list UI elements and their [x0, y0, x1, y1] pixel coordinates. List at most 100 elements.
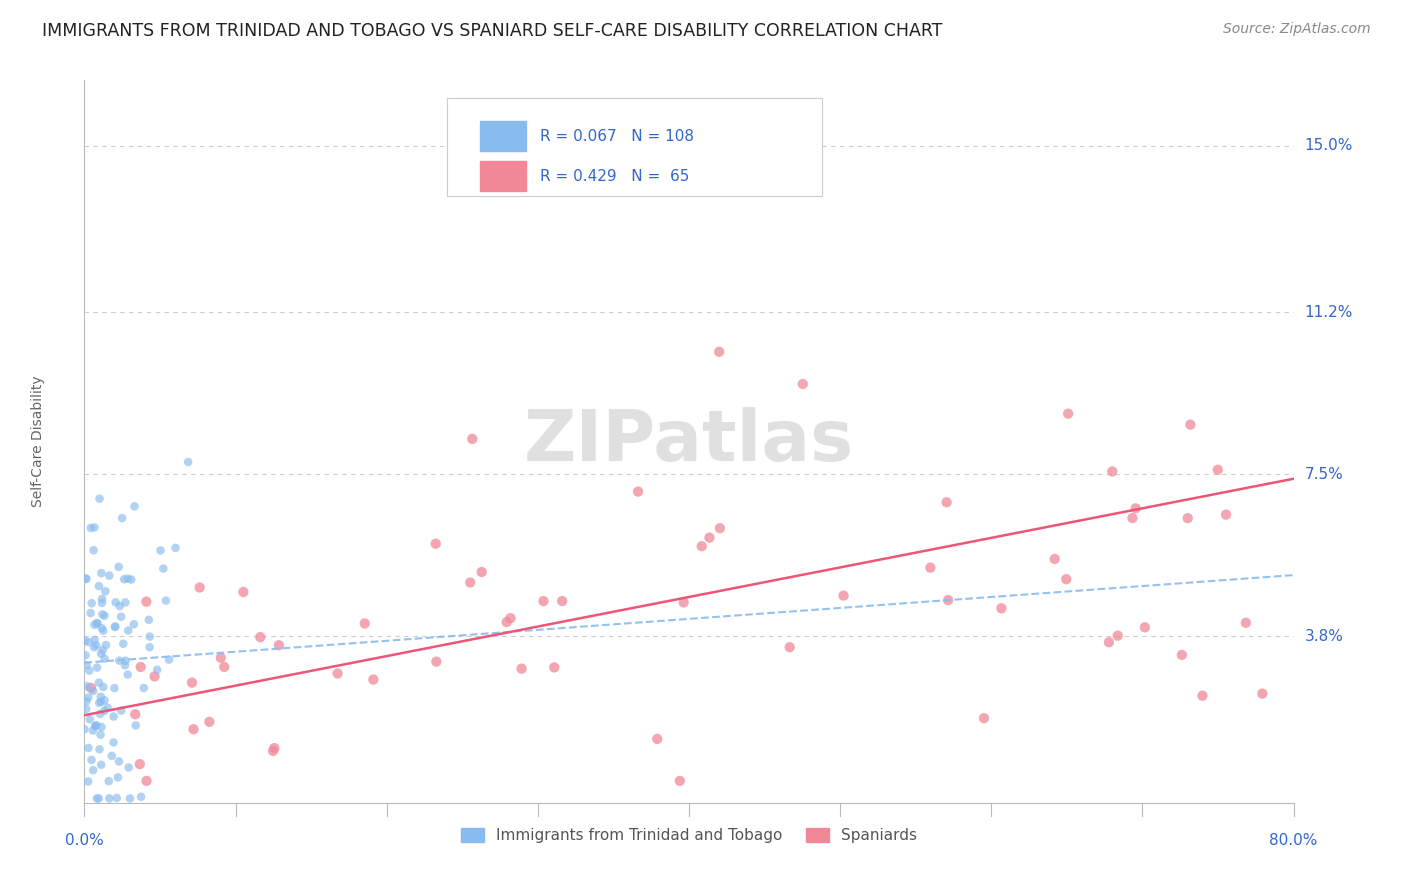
Point	[80, 596, 103, 610]
Point	[80, 681, 103, 695]
Point	[111, 511, 134, 525]
Point	[108, 599, 131, 613]
Point	[97, 774, 120, 789]
Point	[75, 694, 97, 708]
Point	[936, 593, 959, 607]
Point	[326, 666, 349, 681]
Point	[80, 521, 103, 535]
Point	[1180, 417, 1202, 432]
Point	[510, 662, 533, 676]
Point	[79, 712, 101, 726]
Point	[89, 696, 111, 710]
Point	[75, 648, 97, 663]
Point	[1251, 687, 1274, 701]
Point	[93, 651, 115, 665]
Point	[990, 601, 1012, 615]
Point	[104, 620, 127, 634]
Point	[973, 711, 995, 725]
Point	[1171, 648, 1194, 662]
Text: 15.0%: 15.0%	[1305, 138, 1353, 153]
Point	[90, 596, 112, 610]
Point	[82, 764, 104, 778]
Point	[209, 650, 232, 665]
Point	[672, 595, 695, 609]
Point	[84, 719, 107, 733]
Point	[1054, 572, 1077, 586]
Text: IMMIGRANTS FROM TRINIDAD AND TOBAGO VS SPANIARD SELF-CARE DISABILITY CORRELATION: IMMIGRANTS FROM TRINIDAD AND TOBAGO VS S…	[42, 22, 942, 40]
Point	[76, 679, 98, 693]
Point	[1215, 508, 1237, 522]
Point	[83, 632, 105, 647]
Point	[1177, 511, 1199, 525]
Point	[79, 664, 101, 678]
Point	[1098, 635, 1121, 649]
Point	[709, 344, 731, 359]
Point	[249, 630, 271, 644]
Point	[353, 616, 375, 631]
Point	[138, 640, 160, 655]
Point	[114, 595, 136, 609]
Point	[124, 707, 146, 722]
Point	[91, 607, 114, 622]
Point	[112, 572, 135, 586]
Point	[152, 561, 174, 575]
Point	[132, 681, 155, 695]
Point	[91, 680, 114, 694]
Point	[90, 621, 112, 635]
Point	[363, 673, 385, 687]
Point	[90, 720, 112, 734]
Point	[183, 723, 205, 737]
Text: Source: ZipAtlas.com: Source: ZipAtlas.com	[1223, 22, 1371, 37]
Point	[143, 669, 166, 683]
Point	[832, 589, 855, 603]
Point	[90, 728, 112, 742]
Point	[1043, 552, 1066, 566]
Point	[114, 658, 136, 673]
Point	[90, 695, 112, 709]
Point	[103, 735, 125, 749]
Point	[1107, 629, 1129, 643]
Point	[75, 571, 97, 585]
Point	[117, 572, 139, 586]
Point	[93, 704, 115, 718]
Point	[425, 655, 447, 669]
Point	[90, 566, 112, 580]
Point	[129, 789, 152, 804]
Point	[82, 684, 104, 698]
Text: Self-Care Disability: Self-Care Disability	[31, 376, 45, 508]
Point	[84, 719, 107, 733]
Point	[935, 495, 957, 509]
Point	[87, 791, 110, 805]
Point	[117, 667, 139, 681]
Text: 11.2%: 11.2%	[1305, 305, 1353, 320]
Point	[461, 432, 484, 446]
Point	[100, 748, 122, 763]
Point	[135, 773, 157, 788]
Point	[1125, 501, 1147, 516]
Text: 3.8%: 3.8%	[1305, 629, 1344, 644]
Point	[499, 611, 522, 625]
Point	[93, 693, 115, 707]
Point	[627, 484, 650, 499]
Point	[107, 560, 129, 574]
Point	[87, 675, 110, 690]
Point	[86, 616, 108, 631]
Point	[1133, 620, 1156, 634]
Point	[86, 791, 108, 805]
Point	[792, 377, 814, 392]
Point	[699, 531, 721, 545]
Point	[73, 723, 96, 737]
Point	[471, 565, 494, 579]
Text: R = 0.429   N =  65: R = 0.429 N = 65	[540, 169, 689, 184]
Point	[458, 575, 481, 590]
Point	[551, 594, 574, 608]
Point	[198, 714, 221, 729]
Point	[89, 491, 111, 506]
Point	[112, 637, 135, 651]
Point	[118, 791, 141, 805]
Point	[79, 606, 101, 620]
Point	[146, 663, 169, 677]
Point	[96, 700, 118, 714]
Point	[83, 640, 105, 655]
FancyBboxPatch shape	[447, 98, 823, 196]
